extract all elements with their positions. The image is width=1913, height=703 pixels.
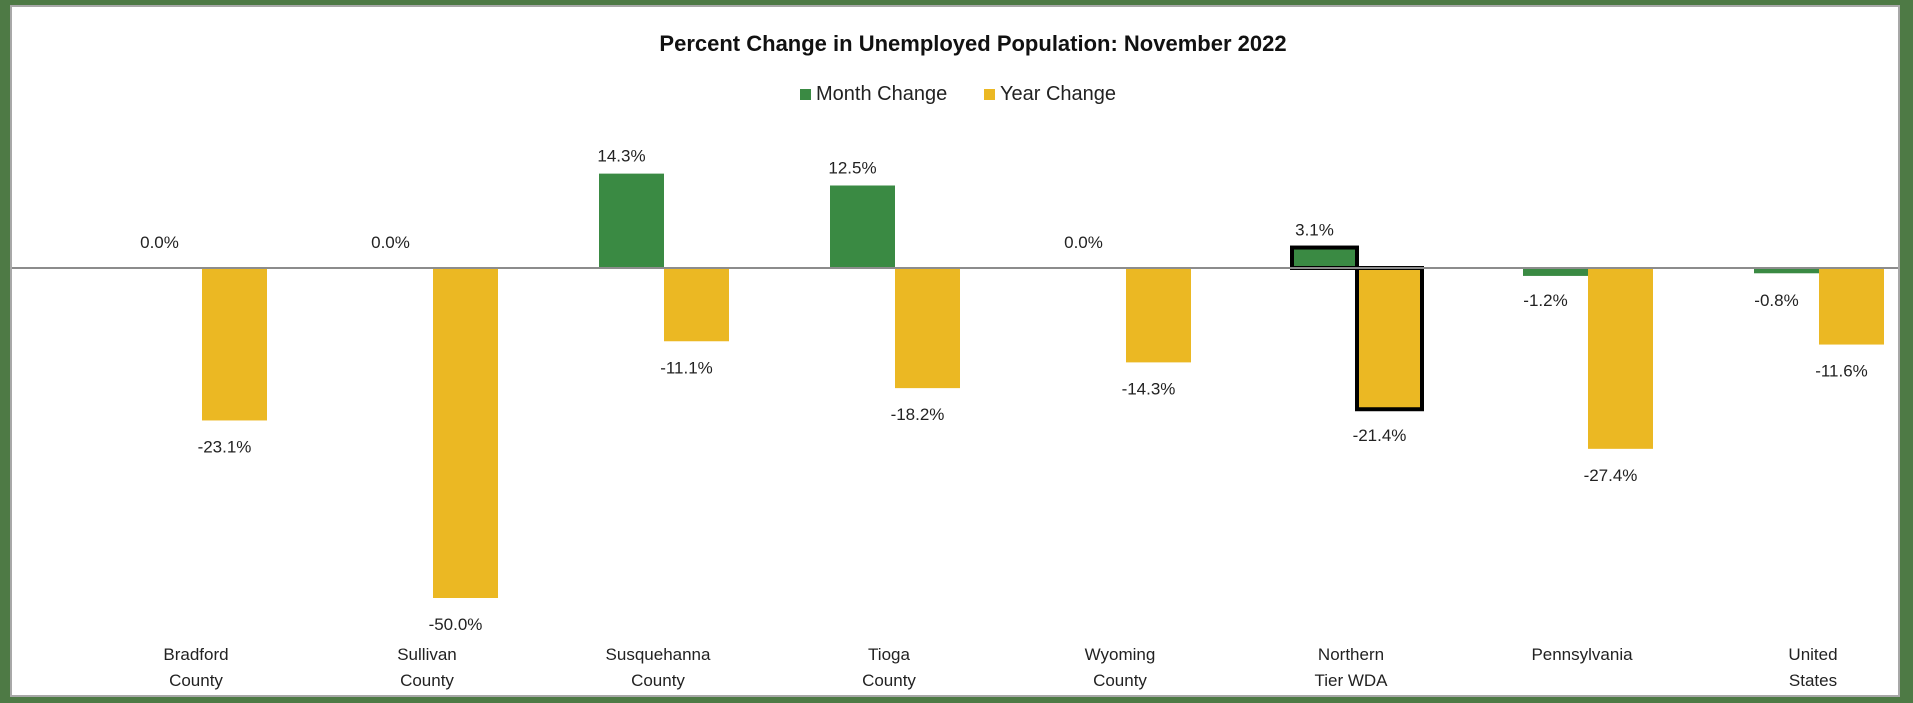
data-label-month-5: 3.1%: [1295, 221, 1334, 240]
data-label-month-0: 0.0%: [140, 233, 179, 252]
bar-year-6: [1588, 268, 1653, 449]
category-label-0-line-0: Bradford: [163, 645, 228, 664]
category-label-1-line-1: County: [400, 671, 454, 690]
data-labels: 0.0% -23.1% 0.0% -50.0% 14.3% -11.1% 12.5% -18.…: [140, 147, 1868, 634]
data-label-month-3: 12.5%: [828, 159, 876, 178]
data-label-year-3: -18.2%: [891, 405, 945, 424]
data-label-year-5: -21.4%: [1353, 426, 1407, 445]
bar-chart: Percent Change in Unemployed Population:…: [12, 31, 1898, 690]
category-label-5-line-0: Northern: [1318, 645, 1384, 664]
legend: Month Change Year Change: [800, 83, 1116, 105]
category-label-2-line-1: County: [631, 671, 685, 690]
bar-month-5: [1290, 245, 1359, 270]
legend-swatch-0: [800, 89, 811, 100]
data-label-year-1: -50.0%: [429, 615, 483, 634]
category-label-0-line-1: County: [169, 671, 223, 690]
category-label-7-line-1: States: [1789, 671, 1837, 690]
bar-month-6: [1523, 268, 1588, 276]
data-label-year-6: -27.4%: [1584, 466, 1638, 485]
bar-month-7: [1754, 268, 1819, 274]
category-labels: Bradford County Sullivan County Susquehanna C…: [163, 645, 1837, 690]
bars: [202, 173, 1884, 598]
data-label-year-2: -11.1%: [660, 358, 713, 377]
data-label-year-0: -23.1%: [198, 437, 252, 456]
category-label-7-line-0: United: [1788, 645, 1837, 664]
category-label-3-line-0: Tioga: [868, 645, 910, 664]
bar-month-3: [830, 185, 895, 268]
bar-year-4: [1126, 268, 1191, 363]
legend-label-0: Month Change: [816, 83, 947, 105]
chart-title: Percent Change in Unemployed Population:…: [659, 31, 1286, 56]
category-label-3-line-1: County: [862, 671, 916, 690]
category-label-4-line-0: Wyoming: [1085, 645, 1156, 664]
data-label-month-1: 0.0%: [371, 233, 410, 252]
bar-year-2: [664, 268, 729, 342]
data-label-month-6: -1.2%: [1523, 291, 1567, 310]
bar-year-0: [202, 268, 267, 421]
category-label-4-line-1: County: [1093, 671, 1147, 690]
bar-year-3: [895, 268, 960, 389]
data-label-year-7: -11.6%: [1815, 362, 1868, 381]
data-label-month-7: -0.8%: [1754, 291, 1798, 310]
legend-swatch-1: [984, 89, 995, 100]
category-label-6-line-0: Pennsylvania: [1531, 645, 1633, 664]
category-label-5-line-1: Tier WDA: [1314, 671, 1388, 690]
bar-month-2: [599, 173, 664, 268]
data-label-month-2: 14.3%: [597, 147, 645, 166]
data-label-month-4: 0.0%: [1064, 233, 1103, 252]
bar-year-5: [1355, 266, 1424, 412]
category-label-1-line-0: Sullivan: [397, 645, 457, 664]
bar-year-7: [1819, 268, 1884, 345]
chart-frame: Percent Change in Unemployed Population:…: [10, 5, 1900, 697]
bar-year-1: [433, 268, 498, 598]
category-label-2-line-0: Susquehanna: [606, 645, 711, 664]
legend-label-1: Year Change: [1000, 83, 1116, 105]
data-label-year-4: -14.3%: [1122, 379, 1176, 398]
